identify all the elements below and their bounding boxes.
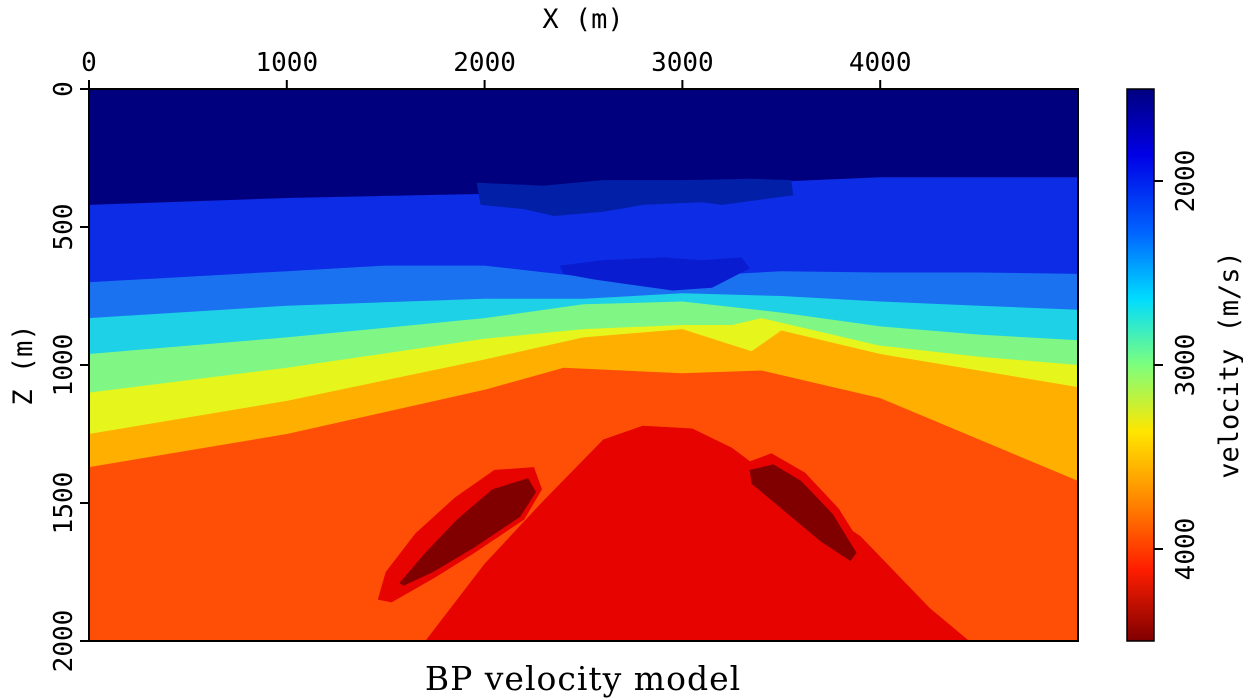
x-tick-label: 3000 <box>651 48 714 78</box>
x-axis-title: X (m) <box>542 4 623 35</box>
colorbar-tick-label: 3000 <box>1171 334 1201 397</box>
y-tick-label: 2000 <box>49 610 79 673</box>
y-axis-title: Z (m) <box>8 324 39 405</box>
right-lens-core <box>749 464 857 561</box>
shallow-low-velocity-lens-lower <box>559 257 750 291</box>
x-tick-label: 2000 <box>453 48 516 78</box>
colorbar <box>1126 88 1155 642</box>
velocity-image <box>89 89 1078 641</box>
y-tick-label: 1500 <box>49 472 79 535</box>
y-tick-label: 500 <box>49 204 79 251</box>
colorbar-label: velocity (m/s) <box>1214 251 1243 479</box>
colorbar-ticks: 2000 3000 4000 <box>1154 150 1201 581</box>
layer-1 <box>89 89 1078 205</box>
left-lens-core <box>399 478 536 586</box>
x-tick-label: 4000 <box>849 48 912 78</box>
colorbar-tick-label: 2000 <box>1171 150 1201 213</box>
y-tick-label: 0 <box>49 81 79 97</box>
y-axis: 0 500 1000 1500 2000 <box>49 81 89 672</box>
x-axis: 0 1000 2000 3000 4000 <box>81 48 912 89</box>
salt-body <box>425 425 970 641</box>
chart-title: BP velocity model <box>425 659 741 698</box>
colorbar-tick-label: 4000 <box>1171 518 1201 581</box>
y-tick-label: 1000 <box>49 334 79 397</box>
x-tick-label: 1000 <box>255 48 318 78</box>
shallow-low-velocity-lens <box>476 178 794 216</box>
x-tick-label: 0 <box>81 48 97 78</box>
